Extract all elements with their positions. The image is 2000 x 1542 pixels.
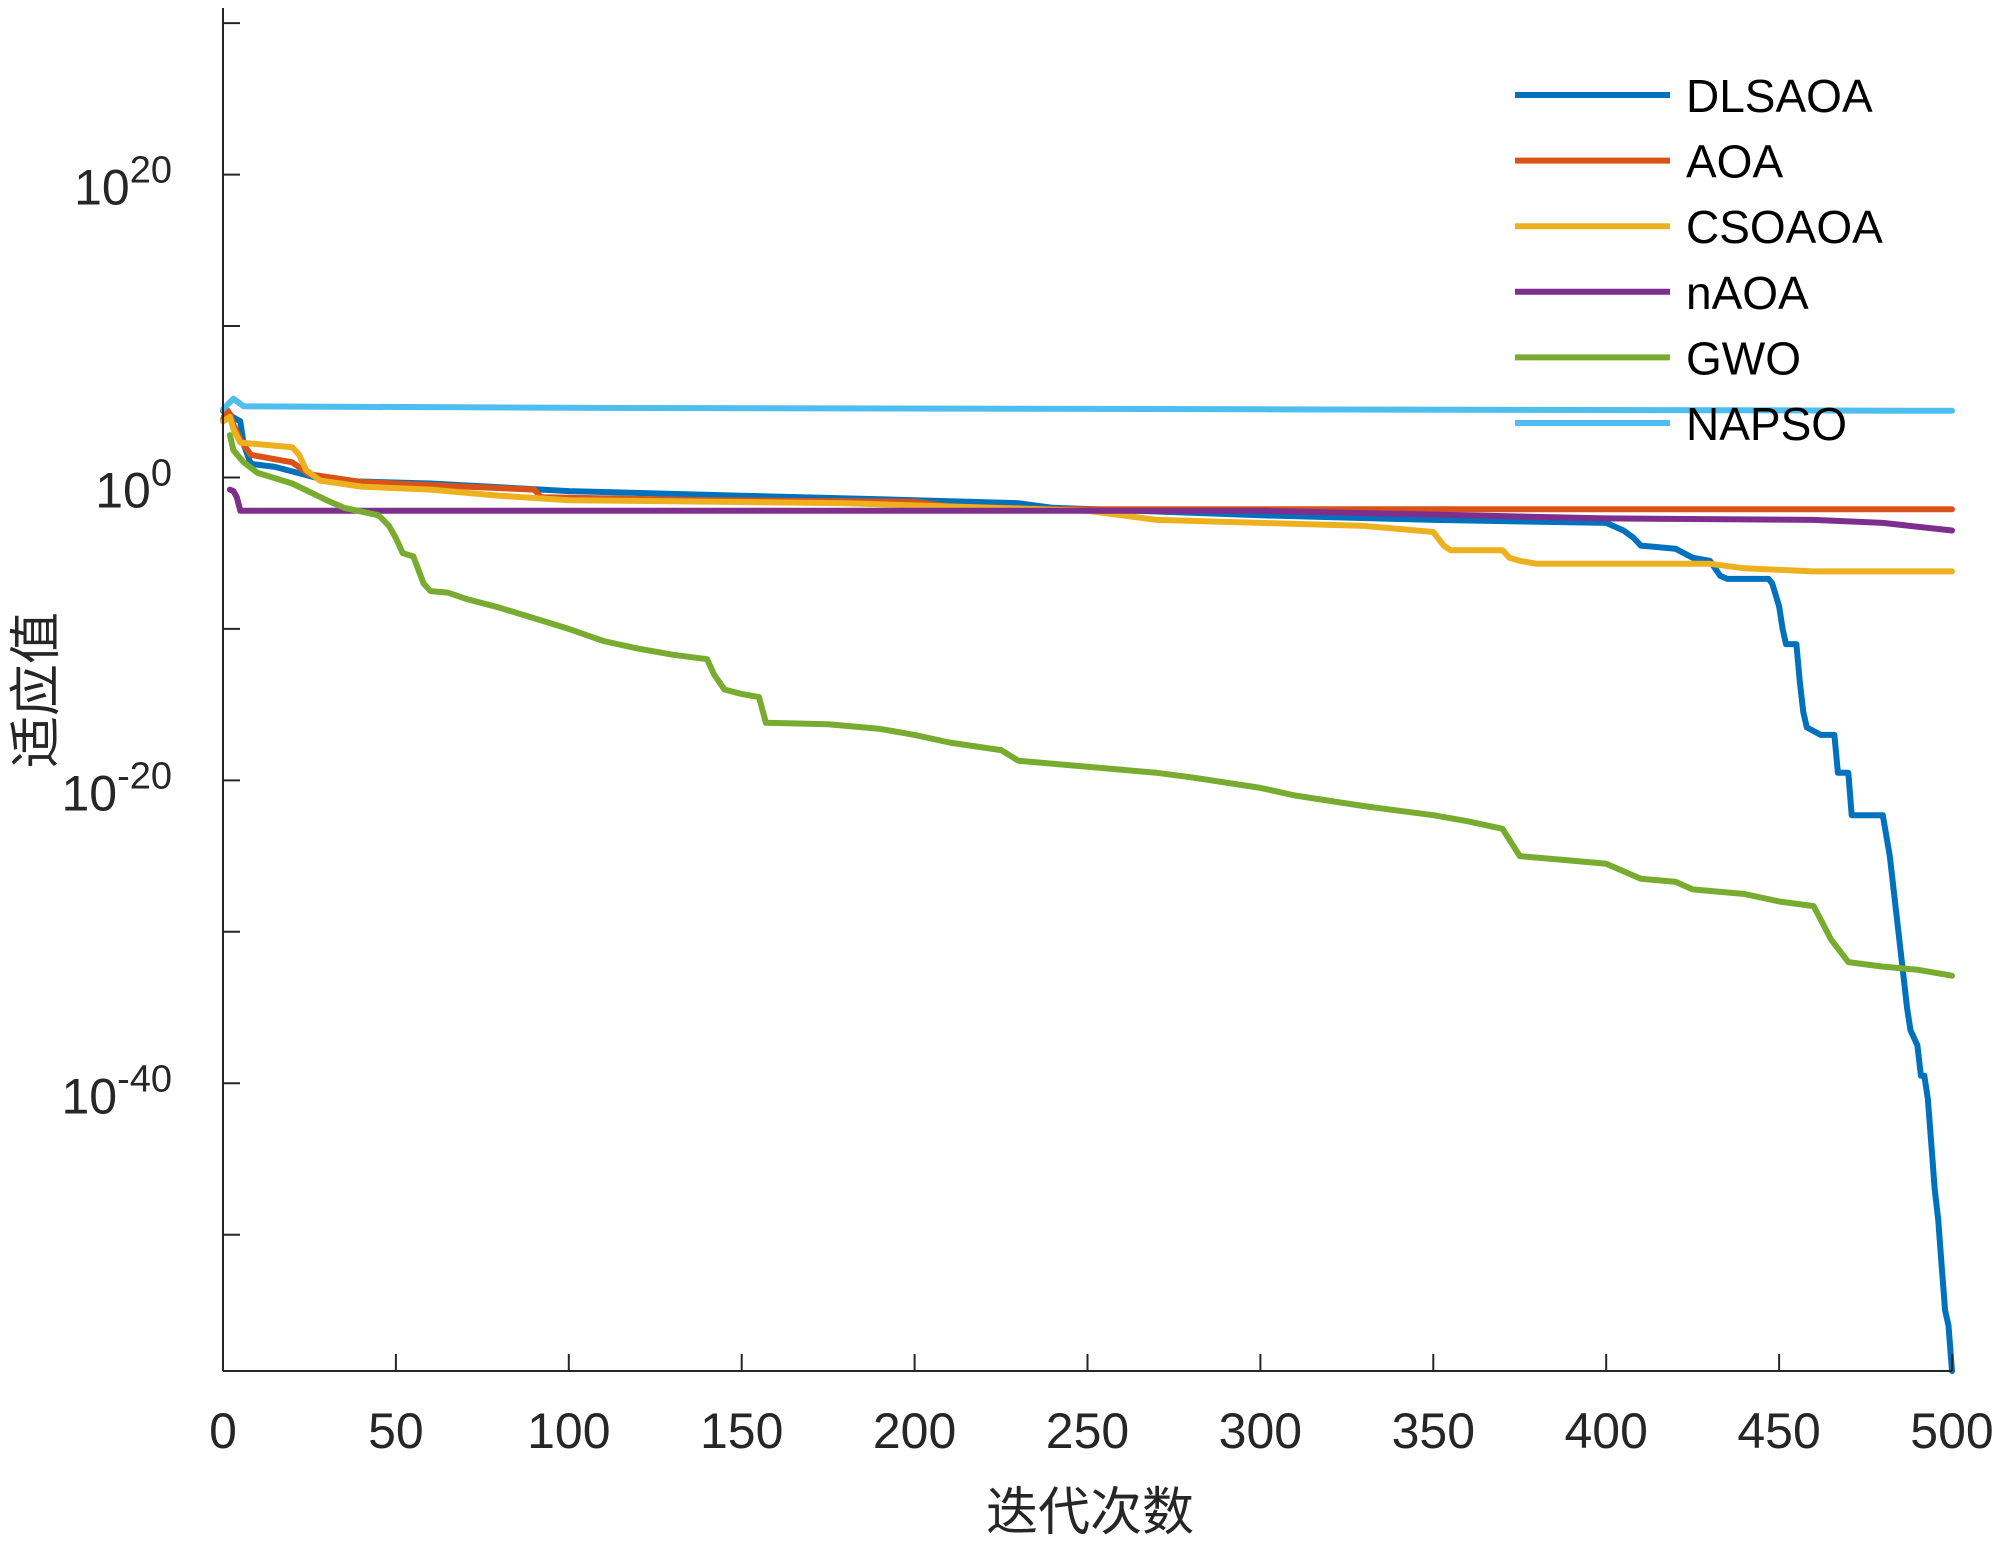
legend: DLSAOA AOA CSOAOA nAOA GWO NAPSO <box>1515 70 1883 450</box>
x-tick-label: 350 <box>1392 1403 1475 1459</box>
y-ticks: 10-40 10-20 100 1020 <box>61 22 240 1236</box>
legend-label-dlsaoa: DLSAOA <box>1686 70 1873 122</box>
y-tick-label: 100 <box>95 452 172 518</box>
x-tick-label: 0 <box>209 1403 237 1459</box>
y-tick-label: 10-20 <box>61 755 172 821</box>
x-tick-label: 300 <box>1219 1403 1302 1459</box>
x-tick-label: 450 <box>1737 1403 1820 1459</box>
series-line-naoa <box>226 486 1955 534</box>
series-line-csoaoa <box>220 413 1955 575</box>
y-tick-label: 1020 <box>74 150 172 216</box>
legend-label-napso: NAPSO <box>1686 398 1847 450</box>
x-ticks: 0 50 100 150 200 250 300 350 400 450 500 <box>209 1354 1994 1459</box>
x-tick-label: 100 <box>527 1403 610 1459</box>
legend-label-aoa: AOA <box>1686 136 1783 188</box>
series-line-gwo <box>226 432 1955 979</box>
x-tick-label: 500 <box>1910 1403 1993 1459</box>
y-tick-label: 10-40 <box>61 1058 172 1124</box>
legend-label-gwo: GWO <box>1686 332 1801 384</box>
x-tick-label: 400 <box>1564 1403 1647 1459</box>
x-tick-label: 150 <box>700 1403 783 1459</box>
x-tick-label: 50 <box>368 1403 424 1459</box>
series-line-dlsaoa <box>220 407 1955 1374</box>
series-line-napso <box>220 395 1955 414</box>
x-axis-label: 迭代次数 <box>986 1483 1194 1542</box>
plot-lines <box>220 395 1955 1374</box>
y-axis-label: 适应值 <box>7 612 67 768</box>
legend-label-naoa: nAOA <box>1686 267 1809 319</box>
x-tick-label: 200 <box>873 1403 956 1459</box>
x-tick-label: 250 <box>1046 1403 1129 1459</box>
legend-label-csoaoa: CSOAOA <box>1686 201 1883 253</box>
